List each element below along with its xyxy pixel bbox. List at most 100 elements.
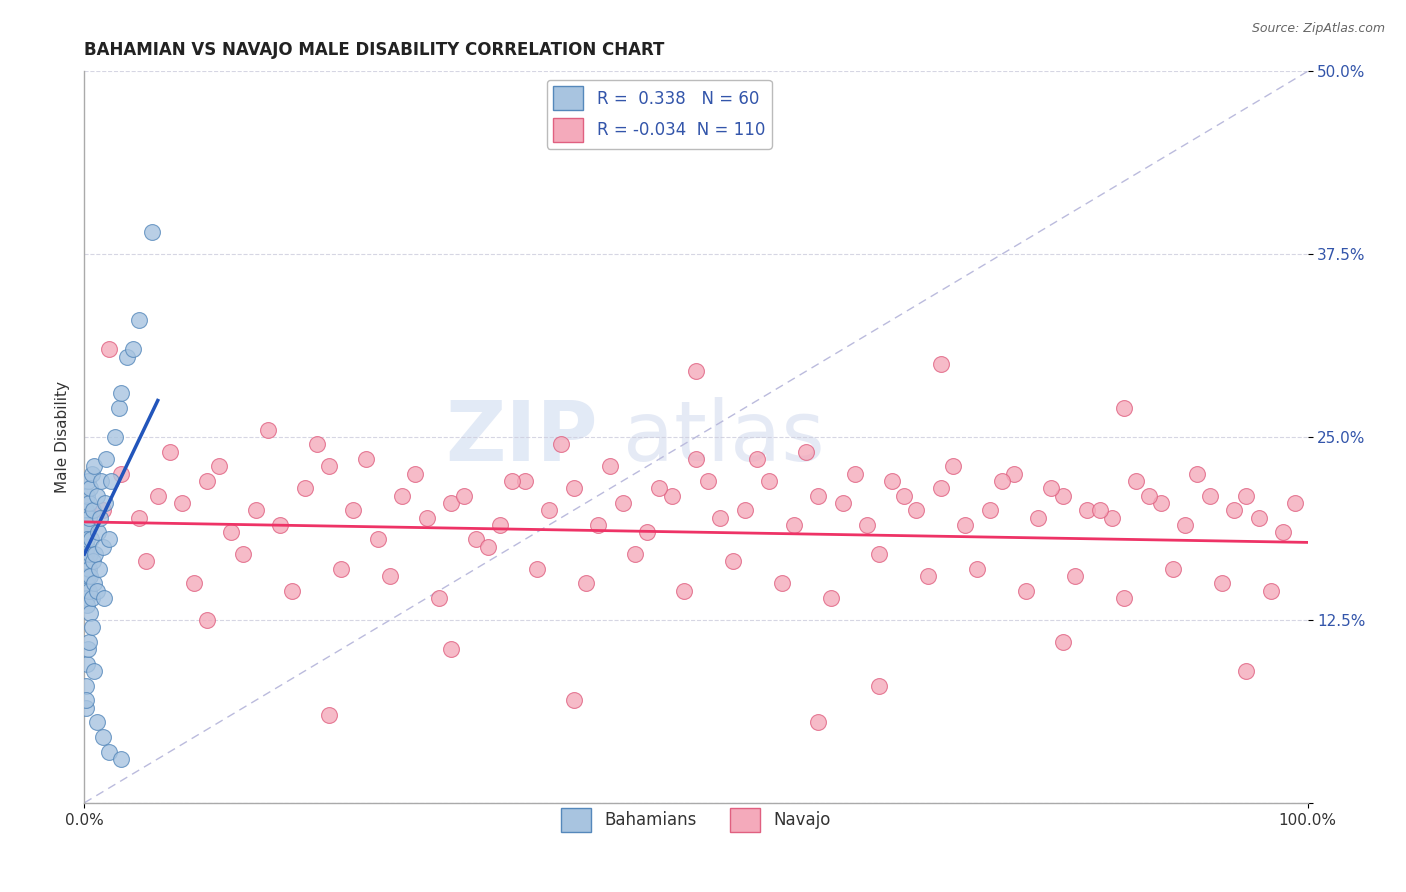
- Point: [380, 569, 402, 583]
- Point: [1150, 496, 1173, 510]
- Text: atlas: atlas: [623, 397, 824, 477]
- Point: [76, 657, 98, 671]
- Point: [219, 525, 242, 540]
- Point: [502, 474, 524, 488]
- Point: [77, 583, 100, 598]
- Point: [1236, 489, 1258, 503]
- Point: [807, 489, 830, 503]
- Point: [80, 467, 103, 481]
- Point: [107, 401, 129, 415]
- Y-axis label: Male Disability: Male Disability: [55, 381, 70, 493]
- Point: [77, 635, 100, 649]
- Point: [79, 481, 101, 495]
- Point: [77, 474, 100, 488]
- Point: [77, 496, 100, 510]
- Point: [1064, 569, 1087, 583]
- Point: [513, 474, 536, 488]
- Point: [77, 642, 100, 657]
- Point: [294, 481, 316, 495]
- Point: [1223, 503, 1246, 517]
- Point: [87, 562, 110, 576]
- Point: [75, 554, 97, 568]
- Point: [76, 540, 98, 554]
- Point: [159, 444, 181, 458]
- Point: [76, 599, 98, 613]
- Point: [91, 540, 114, 554]
- Point: [562, 693, 585, 707]
- Point: [79, 547, 101, 561]
- Point: [75, 525, 97, 540]
- Point: [1236, 664, 1258, 678]
- Point: [1211, 576, 1233, 591]
- Point: [86, 583, 108, 598]
- Point: [624, 547, 647, 561]
- Point: [844, 467, 866, 481]
- Point: [115, 350, 138, 364]
- Point: [953, 517, 976, 532]
- Point: [1088, 503, 1111, 517]
- Point: [489, 517, 512, 532]
- Point: [942, 459, 965, 474]
- Point: [83, 459, 105, 474]
- Point: [1260, 583, 1282, 598]
- Point: [367, 533, 389, 547]
- Point: [427, 591, 450, 605]
- Point: [1284, 496, 1306, 510]
- Point: [83, 576, 105, 591]
- Point: [75, 700, 97, 714]
- Point: [110, 386, 132, 401]
- Point: [257, 423, 280, 437]
- Point: [905, 503, 928, 517]
- Point: [76, 489, 98, 503]
- Point: [1039, 481, 1062, 495]
- Point: [538, 503, 561, 517]
- Point: [75, 576, 97, 591]
- Point: [96, 452, 118, 467]
- Point: [77, 562, 100, 576]
- Point: [172, 496, 194, 510]
- Point: [1272, 525, 1295, 540]
- Point: [672, 583, 695, 598]
- Point: [104, 430, 127, 444]
- Point: [550, 437, 572, 451]
- Point: [77, 569, 100, 583]
- Point: [135, 554, 157, 568]
- Point: [869, 547, 891, 561]
- Point: [661, 489, 683, 503]
- Point: [75, 693, 97, 707]
- Point: [208, 459, 231, 474]
- Point: [1015, 583, 1038, 598]
- Point: [575, 576, 598, 591]
- Point: [84, 547, 107, 561]
- Point: [97, 745, 120, 759]
- Point: [770, 576, 793, 591]
- Point: [354, 452, 377, 467]
- Point: [75, 547, 97, 561]
- Point: [1161, 562, 1184, 576]
- Point: [391, 489, 413, 503]
- Point: [1052, 635, 1074, 649]
- Point: [245, 503, 267, 517]
- Point: [783, 517, 806, 532]
- Point: [1114, 401, 1136, 415]
- Point: [90, 474, 112, 488]
- Point: [1247, 510, 1270, 524]
- Point: [77, 510, 100, 524]
- Point: [82, 554, 104, 568]
- Point: [586, 517, 609, 532]
- Point: [440, 642, 463, 657]
- Point: [195, 474, 218, 488]
- Point: [269, 517, 291, 532]
- Point: [75, 517, 97, 532]
- Point: [721, 554, 744, 568]
- Point: [440, 496, 463, 510]
- Point: [1137, 489, 1160, 503]
- Point: [807, 715, 830, 730]
- Point: [1198, 489, 1220, 503]
- Point: [76, 591, 98, 605]
- Point: [86, 715, 108, 730]
- Point: [747, 452, 769, 467]
- Point: [1187, 467, 1209, 481]
- Point: [146, 489, 169, 503]
- Point: [685, 452, 707, 467]
